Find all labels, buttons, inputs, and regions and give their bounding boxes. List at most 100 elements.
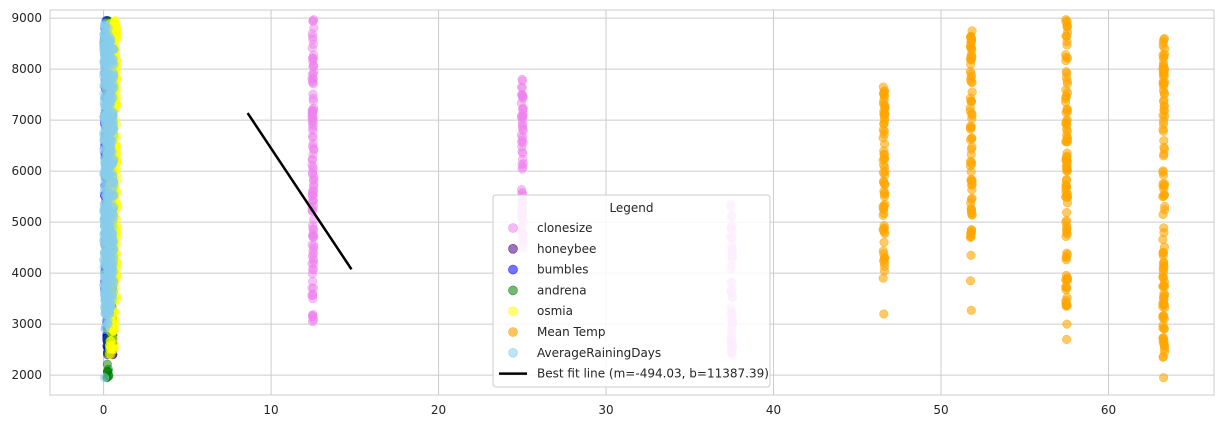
legend-label: Best fit line (m=-494.03, b=11387.39) xyxy=(537,367,769,381)
data-point xyxy=(1159,89,1169,99)
y-axis-ticks: 2000 3000 4000 5000 6000 7000 8000 9000 xyxy=(11,11,42,382)
legend-box xyxy=(492,194,771,388)
data-point xyxy=(1159,184,1169,194)
data-point xyxy=(1061,155,1071,165)
y-tick-label: 8000 xyxy=(11,62,42,76)
data-point xyxy=(518,124,528,134)
y-tick-label: 2000 xyxy=(11,368,42,382)
data-point xyxy=(965,32,976,42)
y-tick-label: 4000 xyxy=(11,266,42,280)
data-point xyxy=(1061,231,1071,241)
data-point xyxy=(878,210,888,220)
data-point xyxy=(967,180,977,190)
data-point xyxy=(308,231,318,241)
data-point xyxy=(966,96,976,106)
legend-marker xyxy=(508,264,518,275)
legend-label: bumbles xyxy=(537,263,589,277)
data-point xyxy=(308,168,318,178)
y-tick-label: 9000 xyxy=(11,11,42,25)
legend-label: AverageRainingDays xyxy=(537,346,661,360)
data-point xyxy=(1062,319,1072,329)
data-point xyxy=(1159,294,1169,304)
data-point xyxy=(879,227,889,237)
data-point xyxy=(1062,78,1073,89)
data-point xyxy=(1158,333,1168,343)
x-tick-label: 0 xyxy=(100,403,108,417)
data-point xyxy=(965,123,975,133)
legend-marker xyxy=(508,347,518,358)
data-point xyxy=(110,340,120,350)
data-point xyxy=(308,294,318,304)
data-point xyxy=(1158,126,1169,136)
data-point xyxy=(1158,272,1168,282)
data-point xyxy=(879,192,890,202)
data-point xyxy=(1158,68,1168,78)
data-point xyxy=(517,147,527,157)
data-point xyxy=(307,74,317,84)
data-point xyxy=(307,160,317,170)
data-point xyxy=(965,276,976,286)
legend-marker xyxy=(508,327,518,337)
data-point xyxy=(1159,223,1169,233)
data-point xyxy=(518,159,528,169)
data-point xyxy=(966,229,976,239)
x-axis-ticks: 0 10 20 30 40 50 60 xyxy=(100,403,1116,417)
data-point xyxy=(879,266,890,276)
data-point xyxy=(517,90,527,100)
data-point xyxy=(307,43,317,53)
series-mean-temp xyxy=(878,15,1170,383)
data-point xyxy=(1159,136,1169,146)
data-point xyxy=(1061,108,1071,118)
data-point xyxy=(107,118,117,128)
data-point xyxy=(1159,373,1169,383)
data-point xyxy=(308,311,318,322)
data-point xyxy=(966,250,976,260)
data-point xyxy=(1158,248,1168,259)
data-point xyxy=(108,326,118,336)
data-point xyxy=(107,185,117,195)
data-point xyxy=(108,156,118,166)
legend-marker xyxy=(508,285,518,296)
data-point xyxy=(879,237,889,247)
data-point xyxy=(1062,334,1072,344)
data-point xyxy=(1160,341,1170,351)
data-point xyxy=(307,269,317,279)
data-point xyxy=(1062,207,1072,218)
data-point xyxy=(309,180,319,190)
data-point xyxy=(109,83,119,93)
data-point xyxy=(517,111,527,121)
data-point xyxy=(878,202,888,212)
legend-marker xyxy=(508,223,518,233)
data-point xyxy=(1158,234,1168,245)
data-point xyxy=(108,237,118,247)
data-point xyxy=(308,276,318,286)
data-point xyxy=(966,69,976,79)
y-tick-label: 7000 xyxy=(11,113,42,127)
data-point xyxy=(1062,216,1072,226)
data-point xyxy=(967,193,977,204)
data-point xyxy=(1159,324,1169,334)
data-point xyxy=(105,308,115,318)
data-point xyxy=(107,136,117,146)
data-point xyxy=(1062,137,1073,147)
data-point xyxy=(1158,167,1168,177)
legend-label: andrena xyxy=(537,283,587,297)
data-point xyxy=(1062,292,1072,302)
data-point xyxy=(109,44,119,54)
data-point xyxy=(309,243,319,253)
data-point xyxy=(879,90,889,100)
data-point xyxy=(1062,164,1072,174)
best-fit-line xyxy=(246,112,353,270)
data-point xyxy=(966,54,976,64)
data-point xyxy=(307,107,318,117)
legend-marker xyxy=(508,306,518,317)
data-point xyxy=(1158,116,1169,126)
data-point xyxy=(879,249,889,259)
data-point xyxy=(966,208,976,218)
data-point xyxy=(1160,43,1170,53)
data-point xyxy=(966,305,976,315)
data-point xyxy=(107,147,117,157)
data-point xyxy=(107,167,117,178)
x-tick-label: 10 xyxy=(263,403,278,417)
